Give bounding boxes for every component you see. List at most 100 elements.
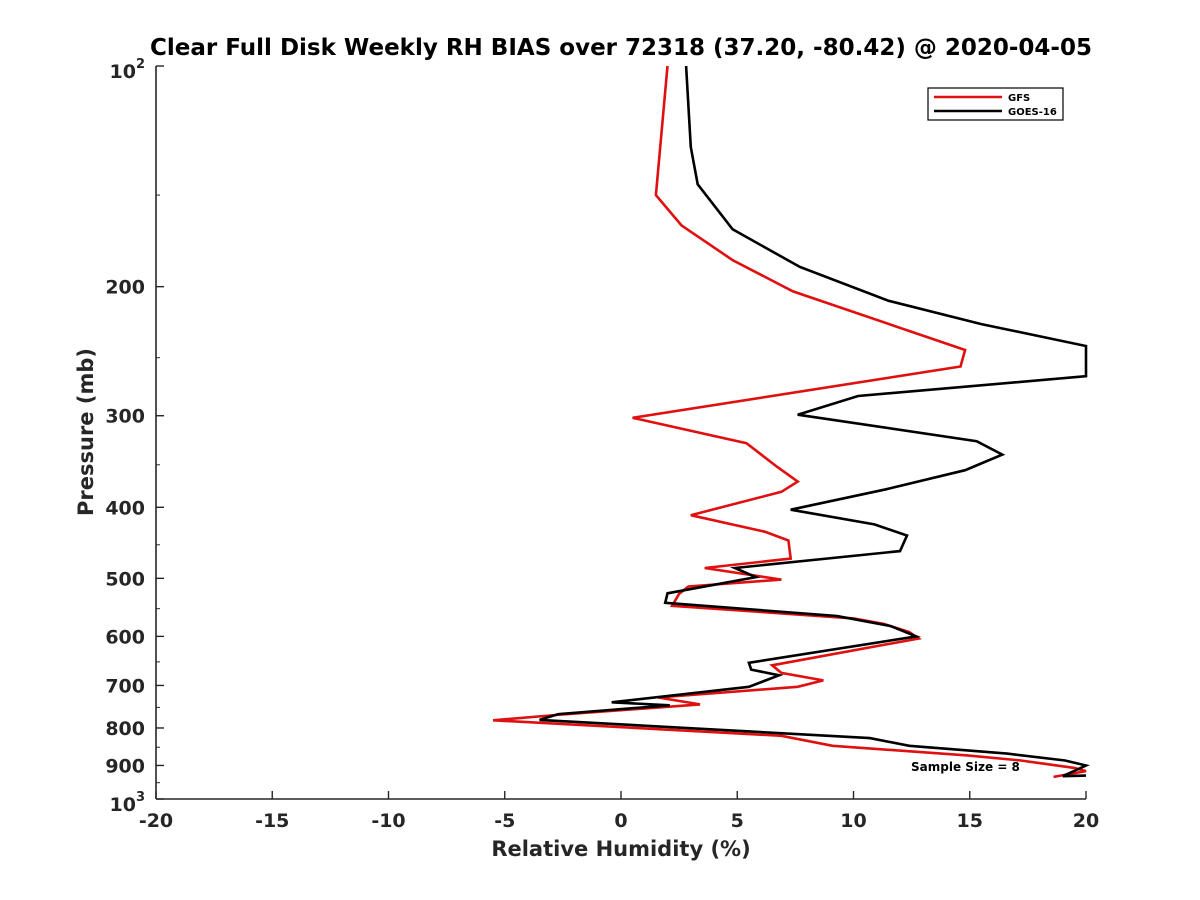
y-tick-label: 200 <box>105 277 145 299</box>
data-point-gfs-38 <box>1085 770 1087 772</box>
data-point-goes16-36 <box>1006 752 1008 754</box>
data-point-gfs-0 <box>666 65 668 67</box>
sample-size-annotation: Sample Size = 8 <box>911 760 1020 774</box>
y-tick-label: 900 <box>105 755 145 777</box>
data-point-gfs-5 <box>964 349 966 351</box>
data-point-goes16-1 <box>690 146 692 148</box>
data-point-goes16-32 <box>557 713 559 715</box>
y-tick-label: 500 <box>105 568 145 590</box>
legend-label-gfs: GFS <box>1008 93 1030 104</box>
y-tick-label: 800 <box>105 718 145 740</box>
y-tick-label: 700 <box>105 675 145 697</box>
data-point-gfs-20 <box>671 605 673 607</box>
x-tick-label: 5 <box>731 810 744 832</box>
data-point-goes16-35 <box>908 745 910 747</box>
y-tick-label: 102 <box>110 57 146 83</box>
data-point-gfs-6 <box>959 365 961 367</box>
y-tick-label: 300 <box>105 406 145 428</box>
chart-title: Clear Full Disk Weekly RH BIAS over 7231… <box>150 35 1092 61</box>
x-tick-label: -20 <box>139 810 173 832</box>
data-point-goes16-0 <box>685 65 687 67</box>
data-point-goes16-22 <box>664 602 666 604</box>
data-point-goes16-40 <box>1085 774 1087 776</box>
x-tick-label: -5 <box>494 810 515 832</box>
data-point-gfs-26 <box>780 672 782 674</box>
data-point-goes16-2 <box>697 183 699 185</box>
data-point-gfs-13 <box>764 531 766 533</box>
data-point-goes16-18 <box>899 550 901 552</box>
data-point-gfs-32 <box>492 719 494 721</box>
data-point-goes16-13 <box>964 469 966 471</box>
data-point-goes16-37 <box>1064 759 1066 761</box>
data-point-gfs-34 <box>831 745 833 747</box>
data-point-goes16-7 <box>1085 345 1087 347</box>
data-point-goes16-9 <box>857 395 859 397</box>
data-point-gfs-10 <box>797 480 799 482</box>
data-point-goes16-30 <box>611 701 613 703</box>
data-point-gfs-33 <box>780 735 782 737</box>
data-point-goes16-39 <box>1062 775 1064 777</box>
series-layer <box>492 65 1090 779</box>
legend-box <box>927 87 1064 121</box>
x-tick-label: 15 <box>957 810 983 832</box>
data-point-gfs-14 <box>787 539 789 541</box>
x-tick-label: -10 <box>371 810 405 832</box>
data-point-goes16-17 <box>906 534 908 536</box>
data-point-gfs-18 <box>687 585 689 587</box>
data-point-goes16-29 <box>748 686 750 688</box>
y-ticks: 102 200 300 400 500 600 700 800 900 103 <box>105 57 164 816</box>
y-axis-label: Pressure (mb) <box>74 348 98 516</box>
y-tick-label: 600 <box>105 626 145 648</box>
data-point-gfs-19 <box>678 593 680 595</box>
data-point-goes16-24 <box>890 625 892 627</box>
data-point-goes16-20 <box>755 576 757 578</box>
legend: GFS GOES-16 <box>927 87 1064 121</box>
data-point-goes16-10 <box>797 414 799 416</box>
data-point-goes16-38 <box>1085 764 1087 766</box>
data-point-gfs-1 <box>655 194 657 196</box>
data-point-goes16-31 <box>669 704 671 706</box>
data-point-gfs-35 <box>966 754 968 756</box>
data-point-gfs-39 <box>1052 776 1054 778</box>
data-point-goes16-3 <box>731 228 733 230</box>
data-point-goes16-14 <box>885 488 887 490</box>
data-point-gfs-4 <box>792 290 794 292</box>
data-point-goes16-4 <box>799 266 801 268</box>
data-point-gfs-37 <box>1073 767 1075 769</box>
x-tick-label: -15 <box>255 810 289 832</box>
data-point-goes16-16 <box>873 523 875 525</box>
data-point-goes16-34 <box>869 737 871 739</box>
x-ticks: -20 -15 -10 -5 0 5 10 15 20 <box>139 791 1099 832</box>
x-tick-label: 0 <box>614 810 627 832</box>
data-point-goes16-19 <box>734 567 736 569</box>
x-tick-label: 10 <box>840 810 866 832</box>
series-line-gfs <box>492 65 1087 779</box>
data-point-gfs-9 <box>776 465 778 467</box>
x-axis-label: Relative Humidity (%) <box>491 837 750 861</box>
data-point-goes16-33 <box>538 719 540 721</box>
legend-label-goes16: GOES-16 <box>1008 107 1057 118</box>
data-point-gfs-16 <box>704 567 706 569</box>
data-point-goes16-12 <box>1001 453 1003 455</box>
data-point-goes16-21 <box>666 592 668 594</box>
series-line-goes16 <box>539 65 1090 778</box>
y-tick-label: 400 <box>105 497 145 519</box>
data-point-gfs-17 <box>780 578 782 580</box>
data-point-gfs-8 <box>745 442 747 444</box>
data-point-gfs-24 <box>917 637 919 639</box>
data-point-gfs-7 <box>631 417 633 419</box>
data-point-gfs-27 <box>822 679 824 681</box>
data-point-gfs-30 <box>699 703 701 705</box>
data-point-gfs-28 <box>797 686 799 688</box>
data-point-gfs-2 <box>680 224 682 226</box>
data-point-gfs-3 <box>731 259 733 261</box>
data-point-goes16-27 <box>750 668 752 670</box>
data-point-gfs-12 <box>690 514 692 516</box>
data-point-gfs-15 <box>790 557 792 559</box>
data-point-goes16-26 <box>748 662 750 664</box>
data-point-goes16-5 <box>887 300 889 302</box>
data-point-goes16-8 <box>1085 375 1087 377</box>
data-point-goes16-6 <box>980 323 982 325</box>
x-tick-label: 20 <box>1073 810 1099 832</box>
